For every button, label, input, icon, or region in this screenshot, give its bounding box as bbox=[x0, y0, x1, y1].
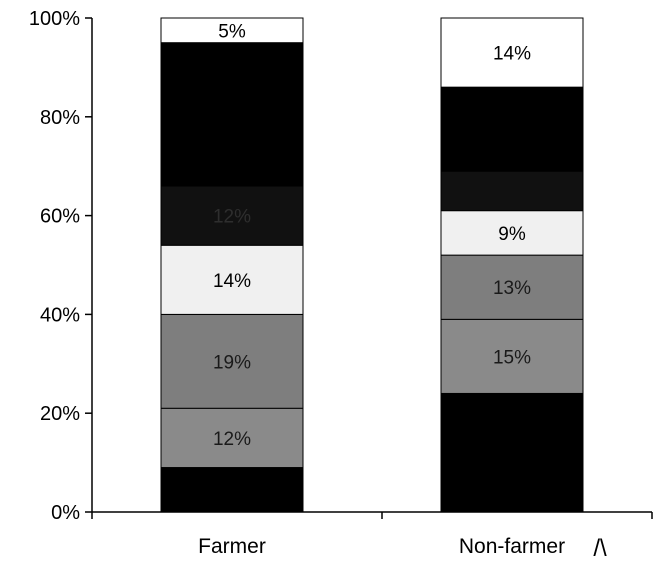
data-label: 13% bbox=[493, 278, 531, 299]
data-label: 12% bbox=[213, 207, 251, 228]
y-tick-label: 60% bbox=[40, 206, 80, 228]
data-label: 14% bbox=[213, 271, 251, 292]
bar-segment bbox=[160, 244, 304, 315]
data-label: 12% bbox=[213, 429, 251, 450]
bar-segment bbox=[440, 318, 584, 394]
bar-segment bbox=[160, 313, 304, 409]
y-tick-label: 100% bbox=[29, 8, 80, 30]
y-tick-label: 40% bbox=[40, 304, 80, 326]
bar-segment bbox=[440, 392, 584, 513]
data-label: 9% bbox=[498, 224, 526, 245]
bar-segment bbox=[440, 86, 584, 172]
caret-annotation: /\ bbox=[593, 535, 607, 562]
axes: 0% 20% 40% 60% 80% 100% Farmer Non-farmer bbox=[29, 8, 653, 558]
data-label: 15% bbox=[493, 347, 531, 368]
bar-segment bbox=[440, 170, 584, 212]
bar-segment bbox=[160, 17, 304, 44]
data-label: 5% bbox=[218, 21, 246, 42]
bar-segment bbox=[440, 17, 584, 88]
data-label: 14% bbox=[493, 44, 531, 65]
x-tick-label: Farmer bbox=[198, 535, 266, 558]
y-tick-label: 0% bbox=[51, 502, 80, 524]
y-tick-label: 20% bbox=[40, 403, 80, 425]
bar-segment bbox=[160, 467, 304, 513]
bars bbox=[160, 17, 584, 513]
y-tick-label: 80% bbox=[40, 107, 80, 129]
bar-segment bbox=[440, 210, 584, 256]
bar-segment bbox=[160, 185, 304, 246]
bar-segment bbox=[440, 254, 584, 320]
x-tick-label: Non-farmer bbox=[459, 535, 565, 558]
bar-segment bbox=[160, 42, 304, 187]
data-label: 19% bbox=[213, 352, 251, 373]
data-labels: 12% 19% 14% 12% 5% 15% 13% 9% 14% bbox=[213, 21, 531, 450]
bar-segment bbox=[160, 407, 304, 469]
